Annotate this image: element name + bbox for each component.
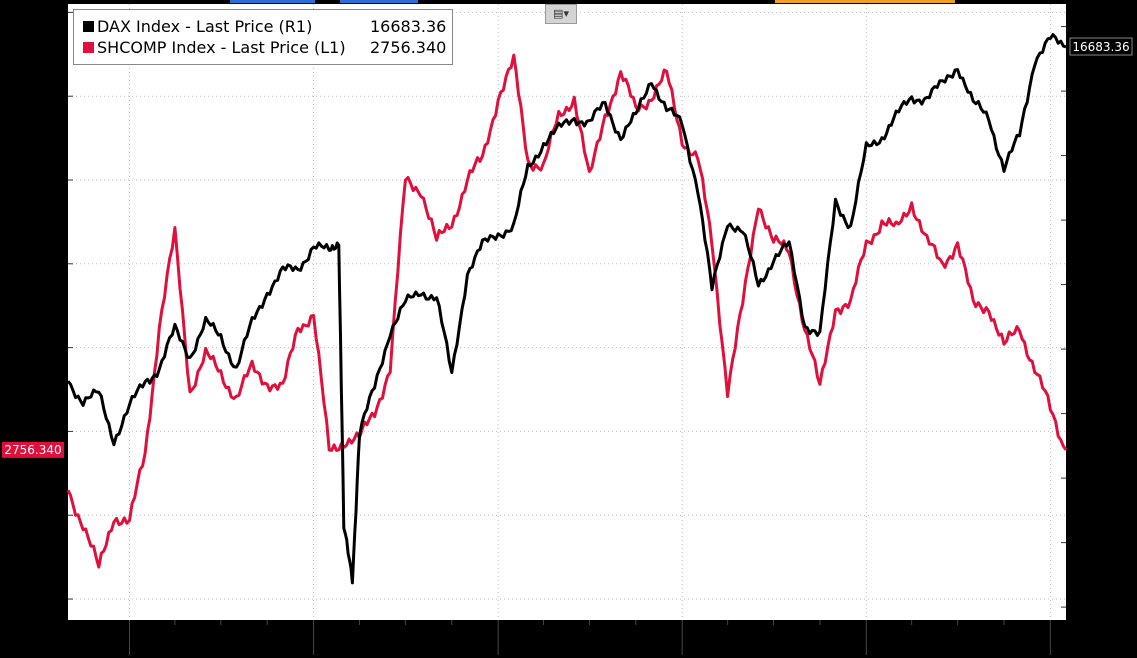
- right-tick-label: 13000: [1072, 278, 1110, 292]
- top-accent-blue: [230, 0, 315, 3]
- series-line-shcomp: [66, 53, 1068, 569]
- right-tick-label: 14000: [1072, 213, 1110, 227]
- right-last-price-badge: [1069, 37, 1133, 56]
- right-tick-label: 11000: [1072, 407, 1110, 421]
- legend-value-shcomp: 2756.340: [370, 38, 447, 57]
- legend-entry-dax: DAX Index - Last Price (R1) 16683.36: [83, 17, 446, 37]
- right-tick-label: 9000: [1072, 536, 1103, 550]
- right-tick-label: 10000: [1072, 471, 1110, 485]
- left-last-price-label: 2756.340: [4, 443, 61, 457]
- right-tick-label: 16000: [1072, 84, 1110, 98]
- legend-swatch-dax: [83, 21, 94, 32]
- left-tick-label: 3800: [33, 5, 64, 19]
- right-last-price-label: 16683.36: [1072, 40, 1129, 54]
- top-accent-blue-2: [340, 0, 418, 3]
- left-tick-label: 3600: [33, 89, 64, 103]
- chart-legend: DAX Index - Last Price (R1) 16683.36 SHC…: [73, 9, 453, 65]
- x-tick-label: 2023: [943, 639, 974, 653]
- x-tick-label: 2022: [759, 639, 790, 653]
- chart-tool-button[interactable]: ▤▾: [545, 4, 577, 24]
- legend-label-dax: DAX Index - Last Price (R1): [97, 17, 313, 36]
- left-last-price-badge: [2, 441, 64, 458]
- x-tick-label: 2019: [206, 639, 237, 653]
- left-tick-label: 2400: [33, 592, 64, 606]
- left-tick-label: 3400: [33, 173, 64, 187]
- x-tick-label: 2024: [1043, 639, 1074, 653]
- series-line-dax: [66, 33, 1067, 585]
- right-tick-label: 15000: [1072, 149, 1110, 163]
- left-tick-label: 2600: [33, 508, 64, 522]
- right-tick-label: 12000: [1072, 342, 1110, 356]
- left-tick-label: 2800: [33, 424, 64, 438]
- top-accent-orange: [775, 0, 955, 3]
- chart-type-icon: ▤: [553, 7, 564, 20]
- legend-label-shcomp: SHCOMP Index - Last Price (L1): [97, 38, 346, 57]
- x-tick-label: 2021: [575, 639, 606, 653]
- left-tick-label: 3000: [33, 341, 64, 355]
- legend-value-dax: 16683.36: [370, 17, 447, 36]
- legend-swatch-shcomp: [83, 42, 94, 53]
- right-tick-label: 8000: [1072, 600, 1103, 614]
- x-tick-label: 2020: [391, 639, 422, 653]
- dropdown-caret-icon: ▾: [563, 7, 569, 20]
- left-tick-label: 3200: [33, 257, 64, 271]
- right-tick-label: 17000: [1072, 20, 1110, 34]
- legend-entry-shcomp: SHCOMP Index - Last Price (L1) 2756.340: [83, 38, 446, 58]
